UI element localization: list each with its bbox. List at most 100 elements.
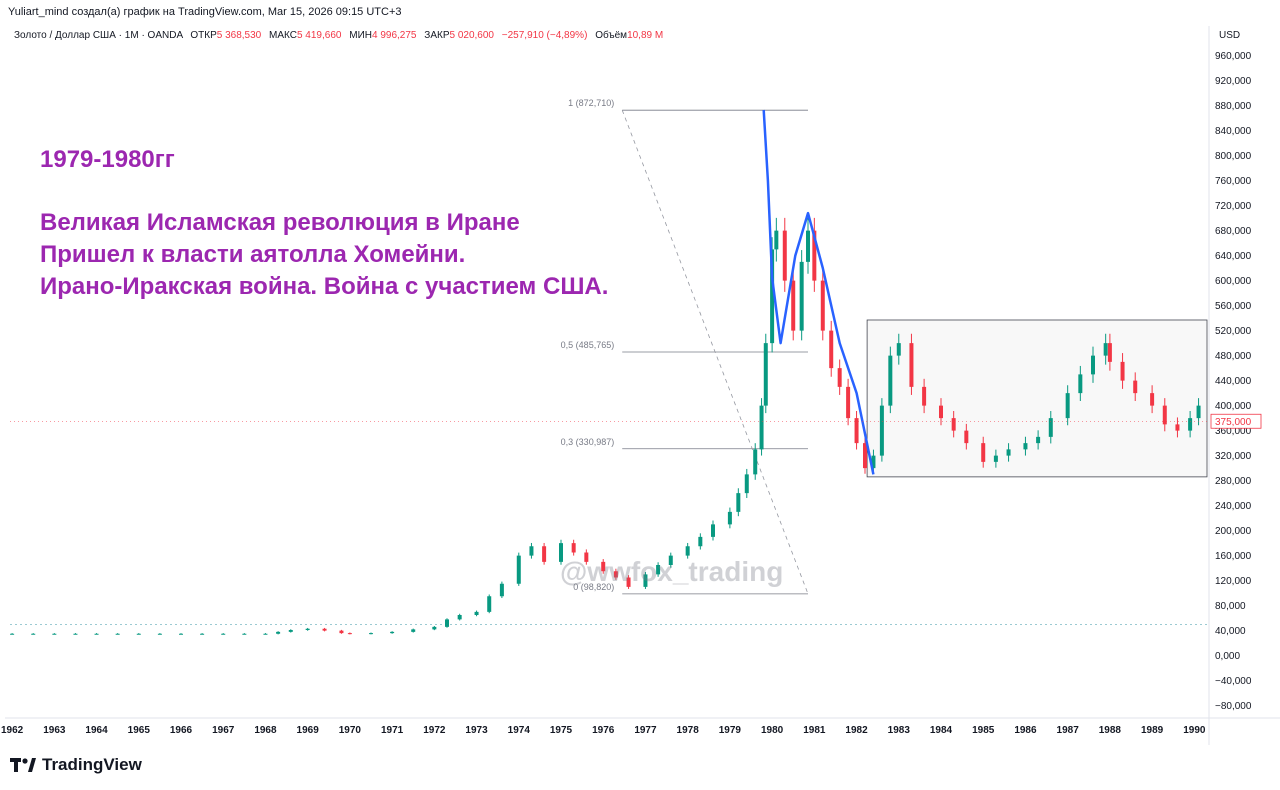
candle-body[interactable] <box>1175 424 1180 431</box>
currency-selector[interactable]: USD <box>1219 30 1241 41</box>
range-box[interactable] <box>866 319 1208 478</box>
candle-body[interactable] <box>812 230 817 281</box>
candle-body[interactable] <box>759 405 764 450</box>
candle-body[interactable] <box>854 418 859 444</box>
candle-body[interactable] <box>601 561 606 572</box>
candle-body[interactable] <box>221 633 226 635</box>
candle-body[interactable] <box>200 633 205 635</box>
candle-body[interactable] <box>951 418 956 431</box>
candle-body[interactable] <box>571 543 576 553</box>
candle-body[interactable] <box>744 474 749 494</box>
fib-level-label: 1 (872,710) <box>568 98 614 108</box>
candle-body[interactable] <box>753 449 758 475</box>
candle-body[interactable] <box>1107 343 1112 362</box>
candle-body[interactable] <box>763 343 768 406</box>
candle-body[interactable] <box>820 280 825 331</box>
candle-body[interactable] <box>31 633 36 635</box>
candle-body[interactable] <box>487 596 492 612</box>
candle-body[interactable] <box>736 493 741 512</box>
candle-body[interactable] <box>432 626 437 630</box>
candle-body[interactable] <box>1023 443 1028 450</box>
candle-body[interactable] <box>1036 436 1041 444</box>
candle-body[interactable] <box>474 611 479 615</box>
candle-body[interactable] <box>584 552 589 562</box>
candle-body[interactable] <box>909 343 914 387</box>
y-tick-label: 640,000 <box>1215 251 1252 262</box>
candle-body[interactable] <box>888 355 893 406</box>
candle-body[interactable] <box>613 571 618 578</box>
candle-body[interactable] <box>347 633 352 635</box>
candle-body[interactable] <box>369 633 373 635</box>
candle-body[interactable] <box>339 630 344 634</box>
candle-body[interactable] <box>981 443 986 462</box>
candle-body[interactable] <box>1048 418 1053 437</box>
candle-body[interactable] <box>1150 393 1155 406</box>
symbol-name[interactable]: Золото / Доллар США · 1M · OANDA <box>14 30 183 41</box>
candle-body[interactable] <box>1133 380 1138 394</box>
candle-body[interactable] <box>10 633 15 635</box>
candle-body[interactable] <box>1103 343 1108 356</box>
candle-body[interactable] <box>727 511 732 525</box>
candle-body[interactable] <box>922 386 927 406</box>
annotation-line-3: Ирано-Иракская война. Война с участием С… <box>40 273 609 300</box>
candle-body[interactable] <box>322 628 327 631</box>
candle-body[interactable] <box>685 546 690 556</box>
candle-body[interactable] <box>1162 405 1167 425</box>
candle-body[interactable] <box>73 633 78 635</box>
candle-body[interactable] <box>559 543 563 562</box>
candle-body[interactable] <box>179 633 183 635</box>
x-tick-label: 1963 <box>43 725 66 736</box>
candle-body[interactable] <box>305 628 310 630</box>
candle-body[interactable] <box>770 249 775 344</box>
tradingview-brand[interactable]: TradingView <box>10 755 142 775</box>
candle-body[interactable] <box>1078 374 1083 394</box>
candle-body[interactable] <box>863 443 867 469</box>
candle-body[interactable] <box>896 343 901 356</box>
candle-body[interactable] <box>846 386 851 419</box>
candle-body[interactable] <box>1006 449 1011 456</box>
candle-body[interactable] <box>774 230 779 250</box>
candle-body[interactable] <box>964 430 969 444</box>
candle-body[interactable] <box>390 631 395 634</box>
candle-body[interactable] <box>136 633 141 635</box>
candle-body[interactable] <box>157 633 162 635</box>
candle-body[interactable] <box>799 261 804 331</box>
candle-body[interactable] <box>457 615 462 620</box>
y-tick-label: 960,000 <box>1215 51 1252 62</box>
candle-body[interactable] <box>656 565 661 575</box>
candle-body[interactable] <box>1196 405 1201 419</box>
candle-body[interactable] <box>791 280 796 331</box>
candle-body[interactable] <box>939 405 943 419</box>
candle-body[interactable] <box>529 546 534 556</box>
candle-body[interactable] <box>52 633 57 635</box>
candle-body[interactable] <box>1188 418 1193 431</box>
candle-body[interactable] <box>263 633 268 635</box>
candle-body[interactable] <box>829 330 834 369</box>
candle-body[interactable] <box>542 546 547 562</box>
candle-body[interactable] <box>879 405 884 456</box>
candle-body[interactable] <box>643 574 648 587</box>
candle-body[interactable] <box>411 629 416 632</box>
candle-body[interactable] <box>782 230 787 281</box>
candle-body[interactable] <box>288 630 293 632</box>
candle-body[interactable] <box>94 633 99 635</box>
candle-body[interactable] <box>626 577 631 587</box>
candle-body[interactable] <box>668 555 673 565</box>
candle-body[interactable] <box>115 633 120 635</box>
candle-body[interactable] <box>1065 393 1070 419</box>
candle-body[interactable] <box>1120 361 1125 381</box>
candle-body[interactable] <box>1091 355 1095 375</box>
candle-body[interactable] <box>711 524 715 537</box>
candle-body[interactable] <box>276 631 281 634</box>
candle-body[interactable] <box>837 368 842 387</box>
trend-line[interactable] <box>762 109 875 475</box>
candle-body[interactable] <box>445 619 449 627</box>
candle-body[interactable] <box>499 583 504 597</box>
candle-body[interactable] <box>871 455 876 469</box>
candle-body[interactable] <box>698 536 703 547</box>
candle-body[interactable] <box>516 555 521 584</box>
candle-body[interactable] <box>242 633 247 635</box>
candle-body[interactable] <box>806 230 810 262</box>
candle-body[interactable] <box>993 455 998 462</box>
